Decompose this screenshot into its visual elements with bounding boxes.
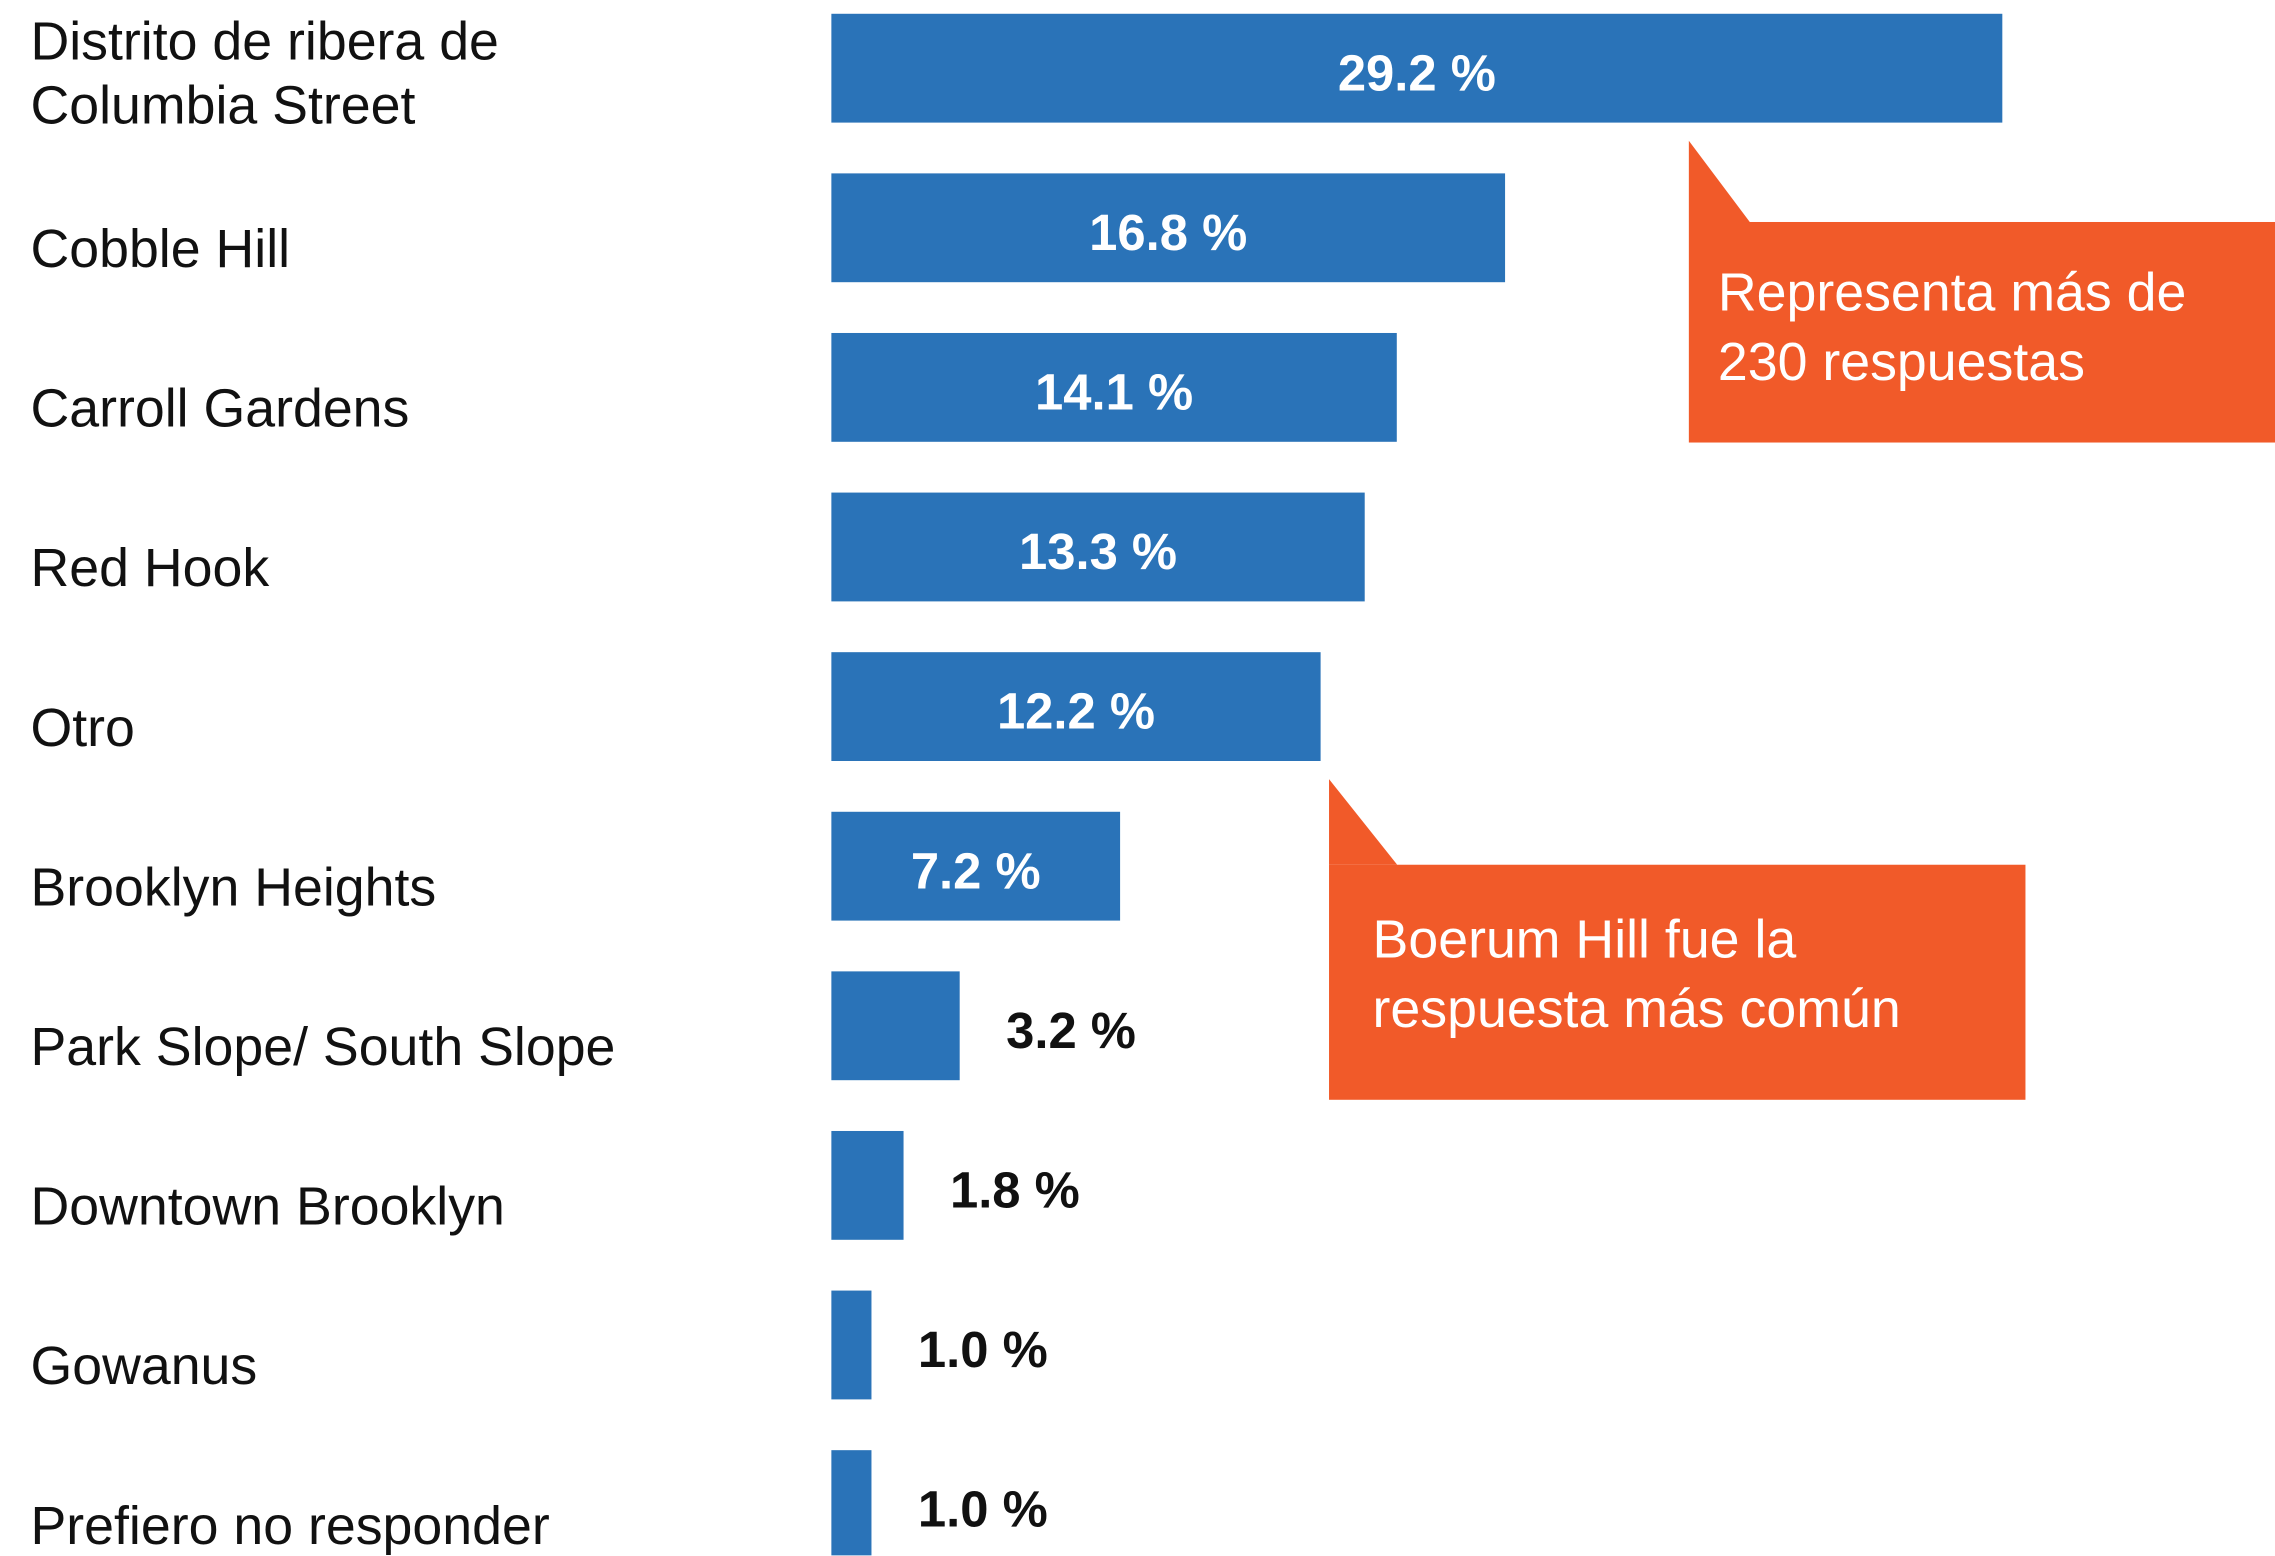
- value-label: 1.8 %: [950, 1161, 1080, 1218]
- bar: [831, 1450, 872, 1556]
- value-label: 7.2 %: [911, 842, 1041, 899]
- value-label: 12.2 %: [997, 683, 1155, 740]
- bar: [831, 1130, 904, 1240]
- callout-tip: [1329, 779, 1398, 865]
- category-label: Gowanus: [30, 1336, 258, 1396]
- category-label: Brooklyn Heights: [30, 857, 437, 917]
- value-label: 16.8 %: [1089, 204, 1247, 261]
- category-label: Downtown Brooklyn: [30, 1176, 505, 1237]
- value-label: 13.3 %: [1019, 523, 1177, 580]
- value-label: 14.1 %: [1035, 364, 1193, 421]
- value-label: 1.0 %: [918, 1481, 1048, 1538]
- value-label: 1.0 %: [918, 1321, 1048, 1378]
- bar: [831, 971, 960, 1081]
- category-label: Distrito de ribera de Columbia Street: [30, 11, 499, 135]
- category-label: Red Hook: [30, 538, 270, 598]
- category-label: Cobble Hill: [30, 219, 291, 279]
- category-label: Otro: [30, 697, 135, 758]
- callout-box: [1329, 864, 2026, 1100]
- value-label: 29.2 %: [1338, 44, 1496, 101]
- category-label: Carroll Gardens: [30, 378, 410, 439]
- value-label: 3.2 %: [1006, 1002, 1136, 1059]
- annotation: Boerum Hill fue la respuesta más común: [1372, 909, 1901, 1039]
- bar: [831, 13, 2003, 123]
- category-label: Prefiero no responder: [30, 1495, 550, 1556]
- annotation: Representa más de 230 respuestas: [1717, 262, 2187, 392]
- bar: [831, 1290, 872, 1400]
- callout-tip: [1688, 140, 1750, 222]
- bar: [831, 652, 1321, 761]
- category-label: Park Slope/ South Slope: [30, 1017, 616, 1077]
- bar: [831, 492, 1365, 602]
- bar: [831, 811, 1121, 921]
- callout-box: [1688, 221, 2275, 443]
- bar: [831, 332, 1397, 442]
- bar: [831, 173, 1506, 283]
